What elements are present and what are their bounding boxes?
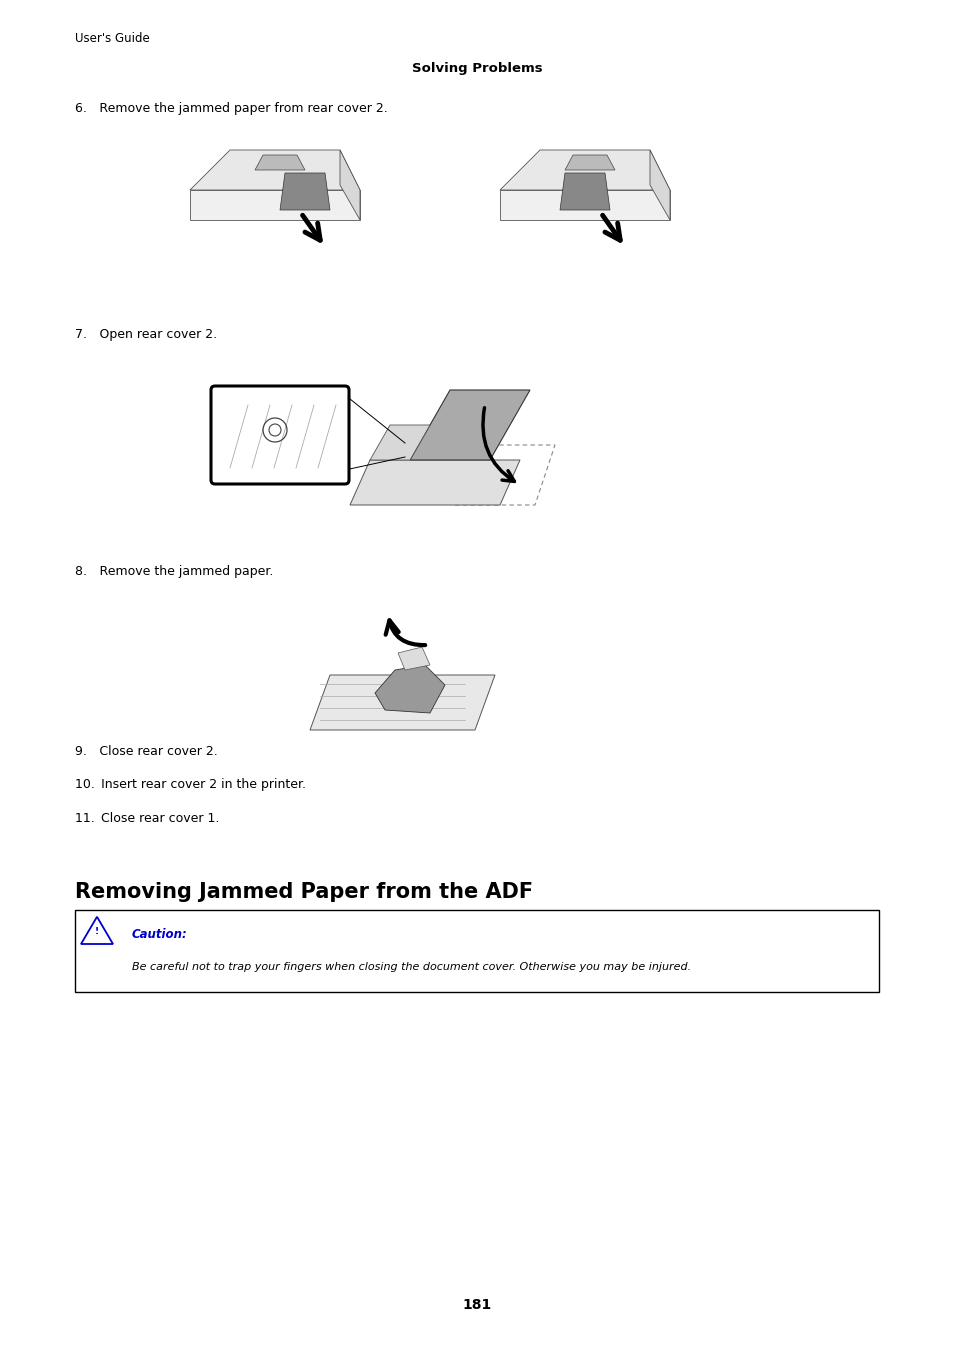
Polygon shape <box>190 190 359 220</box>
Text: 181: 181 <box>462 1297 491 1312</box>
Text: 6. Remove the jammed paper from rear cover 2.: 6. Remove the jammed paper from rear cov… <box>75 103 387 115</box>
Text: !: ! <box>95 926 99 936</box>
Polygon shape <box>375 666 444 713</box>
Polygon shape <box>559 173 609 211</box>
Text: 9. Close rear cover 2.: 9. Close rear cover 2. <box>75 745 217 757</box>
Text: 11. Close rear cover 1.: 11. Close rear cover 1. <box>75 811 219 825</box>
Polygon shape <box>397 647 430 670</box>
Text: User's Guide: User's Guide <box>75 32 150 45</box>
Polygon shape <box>370 425 430 460</box>
Text: Solving Problems: Solving Problems <box>412 62 541 76</box>
Polygon shape <box>254 155 305 170</box>
Polygon shape <box>310 675 495 730</box>
Polygon shape <box>339 150 359 220</box>
Text: Caution:: Caution: <box>132 927 188 941</box>
Text: 7. Open rear cover 2.: 7. Open rear cover 2. <box>75 328 217 342</box>
Polygon shape <box>499 190 669 220</box>
Polygon shape <box>350 460 519 505</box>
Polygon shape <box>564 155 615 170</box>
Polygon shape <box>499 150 669 190</box>
Text: Removing Jammed Paper from the ADF: Removing Jammed Paper from the ADF <box>75 882 533 902</box>
Polygon shape <box>190 150 359 190</box>
Text: Be careful not to trap your fingers when closing the document cover. Otherwise y: Be careful not to trap your fingers when… <box>132 963 690 972</box>
FancyBboxPatch shape <box>211 386 349 485</box>
Polygon shape <box>280 173 330 211</box>
Text: 10. Insert rear cover 2 in the printer.: 10. Insert rear cover 2 in the printer. <box>75 778 306 791</box>
Bar <box>75 910 878 992</box>
Text: 8. Remove the jammed paper.: 8. Remove the jammed paper. <box>75 566 274 578</box>
Polygon shape <box>649 150 669 220</box>
Polygon shape <box>410 390 530 460</box>
